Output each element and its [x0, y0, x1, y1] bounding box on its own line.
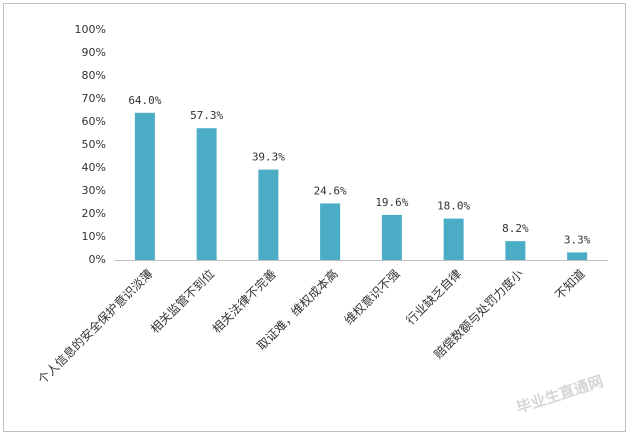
bar — [320, 203, 341, 260]
y-tick-label: 40% — [82, 161, 106, 174]
bar — [567, 252, 588, 260]
value-label: 8.2% — [502, 222, 529, 235]
y-tick-label: 30% — [82, 184, 106, 197]
value-label: 39.3% — [252, 151, 285, 164]
bar — [505, 241, 526, 260]
bar — [134, 112, 155, 260]
y-tick-label: 100% — [75, 23, 106, 36]
y-tick-label: 10% — [82, 230, 106, 243]
value-label: 18.0% — [437, 200, 470, 213]
value-label: 57.3% — [190, 109, 223, 122]
y-tick-label: 20% — [82, 207, 106, 220]
y-tick-label: 50% — [82, 138, 106, 151]
y-tick-label: 0% — [89, 253, 106, 266]
bar — [443, 218, 464, 260]
value-label: 3.3% — [564, 233, 591, 246]
bar — [196, 128, 217, 260]
bar — [258, 169, 279, 260]
value-label: 24.6% — [314, 184, 347, 197]
y-tick-label: 60% — [82, 115, 106, 128]
y-tick-label: 80% — [82, 69, 106, 82]
chart-border — [3, 3, 626, 432]
value-label: 19.6% — [375, 196, 408, 209]
value-label: 64.0% — [128, 94, 161, 107]
bar — [381, 214, 402, 260]
y-tick-label: 90% — [82, 46, 106, 59]
y-tick-label: 70% — [82, 92, 106, 105]
